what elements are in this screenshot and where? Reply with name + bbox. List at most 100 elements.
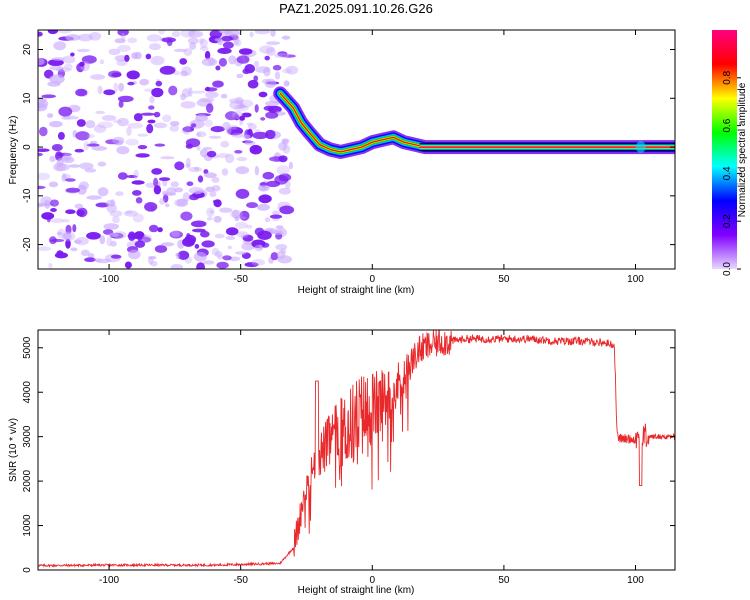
spectrogram-noise-blob	[95, 110, 106, 115]
spectrogram-noise-blob	[259, 45, 275, 54]
spectrogram-noise-blob	[265, 41, 281, 45]
spectrogram-noise-blob	[166, 38, 173, 47]
spectrogram-noise-blob	[75, 131, 90, 141]
spectrogram-noise-blob	[148, 256, 157, 260]
spectrogram-noise-blob	[264, 78, 277, 89]
spectrogram-noise-blob	[220, 141, 230, 148]
spectrogram-noise-blob	[278, 173, 292, 182]
spectrogram-noise-blob	[260, 117, 266, 121]
spectrogram-noise-blob	[209, 210, 214, 214]
spectrogram-noise-blob	[179, 58, 188, 65]
spectrogram-noise-blob	[205, 91, 219, 99]
spectrogram-noise-blob	[125, 210, 133, 214]
snr-panel: -100 -50 0 50 100 0 1000 2000 3000 4000 5000 Heig…	[8, 329, 676, 596]
spectrogram-noise-blob	[239, 102, 244, 109]
snr-x-label: Height of straight line (km)	[298, 585, 415, 596]
spectrogram-noise-blob	[221, 35, 233, 42]
spectrogram-noise-blob	[234, 216, 247, 220]
spectrogram-noise-blob	[133, 169, 139, 180]
spectrogram-noise-blob	[117, 44, 131, 52]
spectrogram-noise-blob	[149, 95, 155, 104]
spectrogram-noise-blob	[57, 231, 63, 236]
spectrogram-noise-blob	[251, 259, 266, 266]
spectrogram-noise-blob	[146, 34, 162, 42]
spectrogram-noise-blob	[257, 230, 272, 240]
spectrogram-noise-blob	[120, 32, 126, 42]
spectrogram-noise-blob	[190, 220, 207, 228]
spectrogram-noise-blob	[154, 143, 166, 147]
snr-y-tick-label: 2000	[22, 470, 33, 493]
spectrogram-noise-blob	[189, 30, 196, 34]
spectrogram-noise-blob	[100, 59, 104, 65]
spectrogram-noise-blob	[239, 115, 246, 121]
spectrogram-noise-blob	[254, 129, 261, 132]
spectrogram-noise-blob	[105, 199, 116, 207]
spectrogram-noise-blob	[75, 88, 88, 97]
spectrogram-noise-blob	[173, 48, 187, 53]
spectrogram-noise-blob	[227, 126, 244, 136]
spectrogram-noise-blob	[265, 111, 279, 119]
spectrogram-noise-blob	[180, 101, 196, 109]
spectrogram-noise-blob	[270, 252, 279, 261]
spectrogram-noise-blob	[51, 57, 65, 61]
spectrogram-noise-blob	[159, 65, 176, 75]
spectrogram-noise-blob	[180, 211, 193, 221]
spectrogram-noise-blob	[270, 30, 276, 37]
spectrogram-noise-blob	[97, 85, 103, 95]
spectrogram-noise-blob	[51, 144, 63, 152]
spectrogram-noise-blob	[182, 126, 195, 133]
spectrogram-y-tick-label: 20	[22, 44, 33, 56]
spectrogram-noise-blob	[213, 199, 222, 208]
spectrogram-noise-blob	[55, 67, 72, 72]
spectrogram-noise-blob	[144, 202, 158, 212]
spectrogram-noise-blob	[117, 117, 129, 127]
spectrogram-noise-blob	[108, 48, 121, 55]
spectrogram-noise-blob	[153, 122, 168, 129]
spectrogram-x-tick-label: 100	[627, 274, 644, 285]
spectrogram-noise-blob	[70, 52, 75, 57]
spectrogram-noise-blob	[106, 236, 113, 247]
snr-x-tick-label: -50	[233, 575, 248, 586]
spectrogram-noise-blob	[139, 78, 150, 86]
spectrogram-noise-blob	[185, 138, 201, 148]
spectrogram-noise-blob	[97, 121, 114, 129]
spectrogram-noise-blob	[260, 242, 270, 248]
spectrogram-noise-blob	[283, 80, 290, 87]
spectrogram-noise-blob	[282, 144, 291, 154]
spectrogram-noise-blob	[244, 262, 259, 268]
snr-x-tick-label: 50	[498, 575, 510, 586]
spectrogram-noise-blob	[133, 113, 143, 122]
spectrogram-noise-blob	[157, 227, 163, 233]
spectrogram-noise-blob	[65, 209, 76, 214]
spectrogram-noise-blob	[190, 123, 197, 128]
spectrogram-noise-blob	[162, 114, 172, 123]
snr-y-tick-label: 5000	[22, 336, 33, 359]
spectrogram-band-layer	[419, 146, 675, 148]
spectrogram-noise-blob	[137, 145, 148, 150]
spectrogram-noise-blob	[118, 100, 124, 108]
spectrogram-noise-blob	[140, 112, 155, 116]
spectrogram-noise-blob	[62, 115, 79, 120]
spectrogram-noise-blob	[185, 157, 191, 168]
spectrogram-noise-blob	[236, 104, 247, 109]
spectrogram-noise-blob	[237, 231, 249, 238]
snr-series	[38, 330, 675, 569]
spectrogram-noise-blob	[74, 203, 84, 209]
spectrogram-noise-blob	[222, 121, 231, 131]
spectrogram-noise-blob	[118, 82, 124, 92]
spectrogram-noise-blob	[54, 252, 68, 259]
spectrogram-noise-blob	[158, 177, 171, 182]
spectrogram-noise-blob	[225, 236, 236, 240]
spectrogram-noise-blob	[278, 155, 288, 163]
spectrogram-noise-blob	[225, 227, 239, 236]
spectrogram-noise-blob	[274, 53, 289, 58]
spectrogram-noise-blob	[252, 131, 269, 140]
spectrogram-noise-blob	[134, 231, 145, 240]
spectrogram-noise-blob	[41, 94, 56, 99]
spectrogram-noise-blob	[214, 251, 223, 258]
spectrogram-noise-blob	[254, 30, 271, 35]
spectrogram-noise-blob	[113, 231, 127, 240]
spectrogram-noise-blob	[264, 217, 271, 223]
